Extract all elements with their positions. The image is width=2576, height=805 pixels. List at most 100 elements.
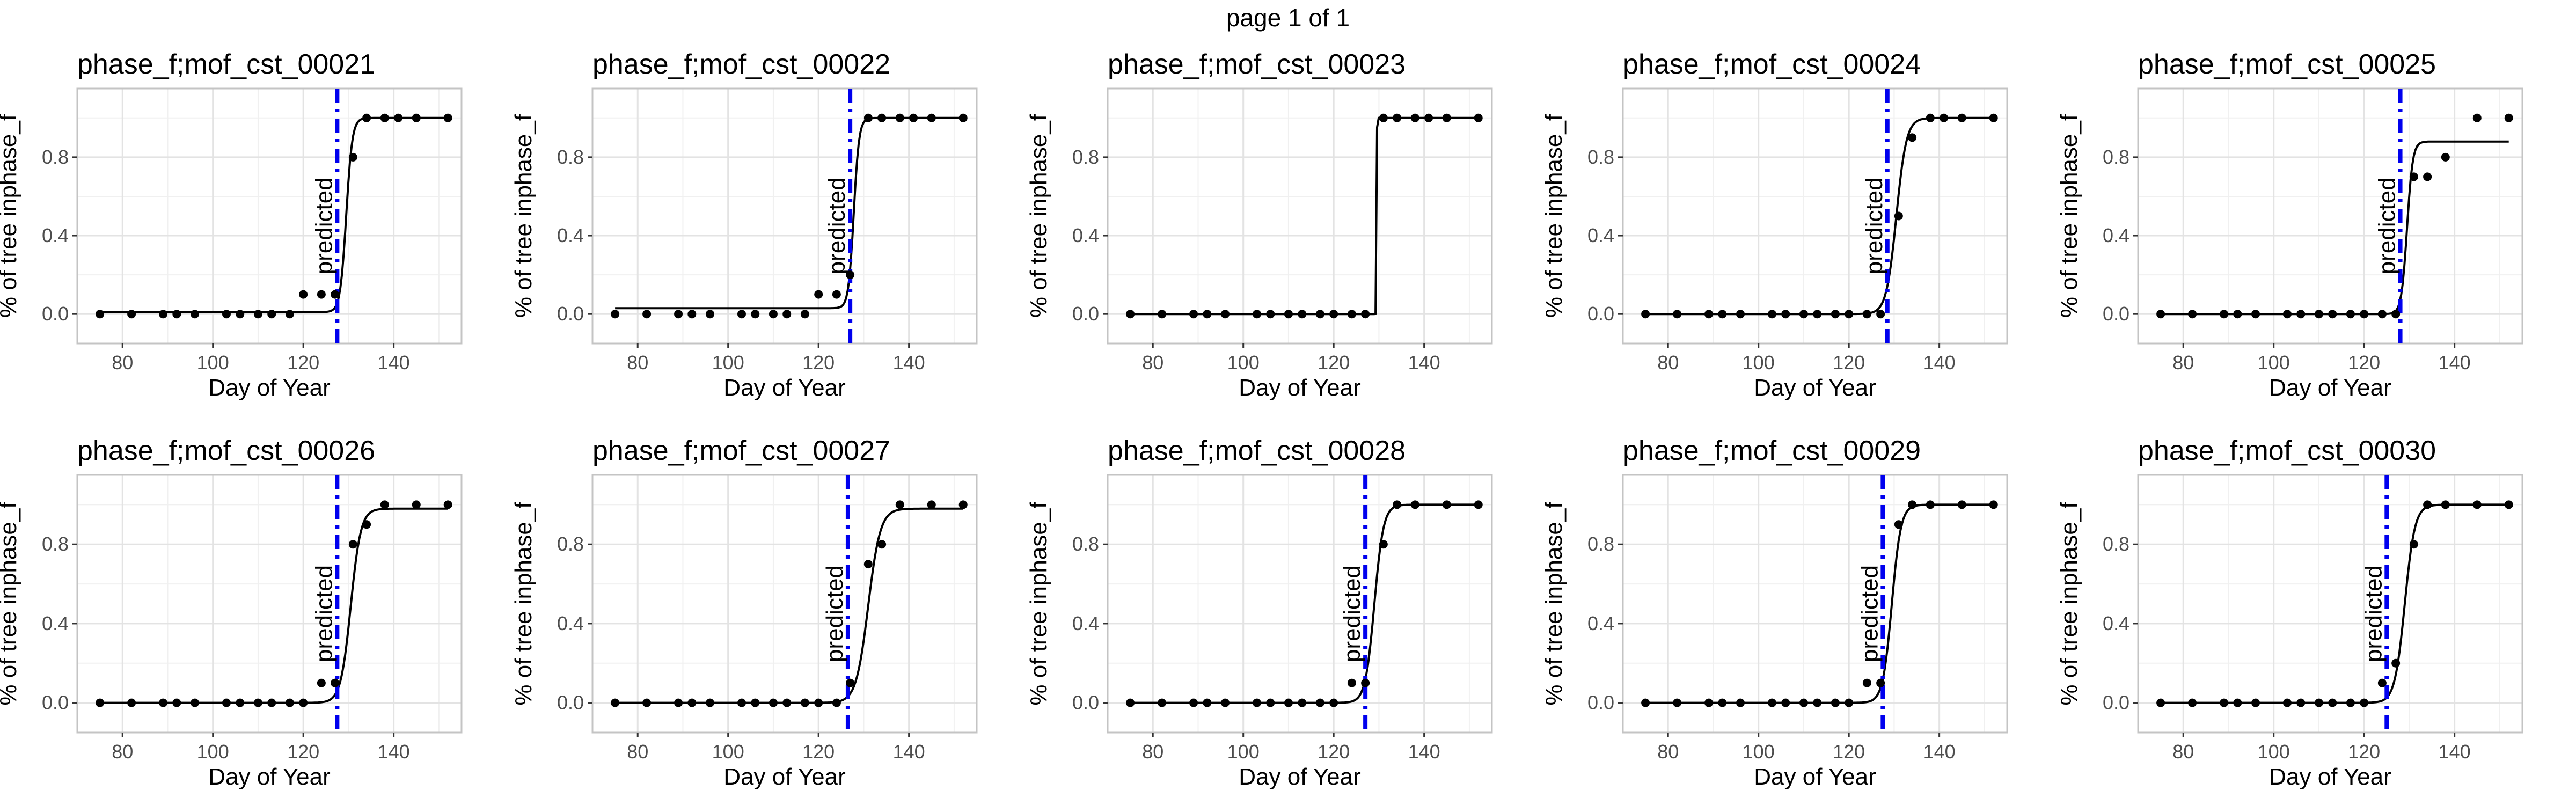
x-tick-label: 140 <box>1923 741 1956 763</box>
data-point <box>751 310 760 319</box>
data-point <box>2188 310 2197 319</box>
data-point <box>1347 678 1356 687</box>
y-tick-label: 0.8 <box>1587 533 1614 555</box>
data-point <box>1284 698 1293 707</box>
x-tick-label: 120 <box>802 352 835 374</box>
data-point <box>412 500 421 509</box>
data-point <box>1266 698 1275 707</box>
data-point <box>2391 310 2401 319</box>
data-point <box>1908 500 1917 509</box>
data-point <box>769 698 778 707</box>
fitted-curve <box>615 507 963 704</box>
data-point <box>1736 698 1745 707</box>
data-point <box>2251 698 2260 707</box>
predicted-label: predicted <box>1339 565 1365 662</box>
x-tick-label: 80 <box>2172 352 2194 374</box>
x-tick-label: 100 <box>1227 352 1260 374</box>
data-point <box>2423 172 2432 181</box>
x-tick-label: 120 <box>2348 352 2380 374</box>
chart-panel-8: 80 100 120 140 0.0 0.4 0.8 phase_f;mof_cst_0002… <box>1026 435 1493 790</box>
data-point <box>877 113 887 122</box>
data-point <box>2233 698 2242 707</box>
data-point <box>1845 698 1854 707</box>
data-point <box>1158 698 1167 707</box>
y-tick-label: 0.4 <box>557 612 584 634</box>
data-point <box>2409 172 2418 181</box>
chart-panel-10: 80 100 120 140 0.0 0.4 0.8 phase_f;mof_cst_0003… <box>2056 435 2523 790</box>
y-tick-label: 0.0 <box>2103 303 2129 325</box>
y-tick-label: 0.0 <box>2103 692 2129 714</box>
x-tick-label: 140 <box>1408 741 1440 763</box>
y-tick-label: 0.0 <box>1072 692 1099 714</box>
chart-panel-6: 80 100 120 140 0.0 0.4 0.8 phase_f;mof_cst_0002… <box>0 435 463 790</box>
data-point <box>2328 310 2337 319</box>
chart-title: phase_f;mof_cst_00027 <box>592 435 890 466</box>
data-point <box>1252 310 1261 319</box>
data-point <box>927 113 936 122</box>
data-point <box>317 290 326 299</box>
data-point <box>1252 698 1261 707</box>
data-point <box>1474 500 1483 509</box>
data-point <box>800 310 809 319</box>
data-point <box>1442 500 1451 509</box>
data-point <box>285 698 294 707</box>
x-tick-label: 140 <box>378 352 410 374</box>
x-axis-label: Day of Year <box>2269 764 2391 790</box>
data-point <box>687 310 697 319</box>
data-point <box>2377 678 2387 687</box>
data-point <box>737 698 746 707</box>
data-point <box>1126 698 1135 707</box>
data-point <box>1393 500 1402 509</box>
data-point <box>1361 678 1370 687</box>
chart-title: phase_f;mof_cst_00024 <box>1623 49 1921 80</box>
plot-border <box>2137 474 2523 734</box>
plot-border <box>1622 474 2008 734</box>
y-tick-label: 0.8 <box>42 533 69 555</box>
data-point <box>1284 310 1293 319</box>
data-point <box>706 698 715 707</box>
fitted-curve <box>615 116 963 310</box>
x-tick-label: 80 <box>1142 741 1163 763</box>
x-tick-label: 80 <box>112 352 133 374</box>
data-point <box>1736 310 1745 319</box>
data-point <box>846 270 855 280</box>
x-tick-label: 100 <box>712 741 744 763</box>
data-point <box>348 152 357 162</box>
y-tick-label: 0.4 <box>1587 612 1614 634</box>
data-point <box>2188 698 2197 707</box>
plot-border <box>76 474 463 734</box>
data-point <box>814 290 823 299</box>
data-point <box>1189 310 1198 319</box>
data-point <box>674 310 683 319</box>
data-point <box>687 698 697 707</box>
predicted-label: predicted <box>824 177 850 274</box>
x-axis-label: Day of Year <box>1754 375 1876 401</box>
data-point <box>782 310 792 319</box>
x-tick-label: 80 <box>627 741 648 763</box>
x-axis-label: Day of Year <box>208 375 331 401</box>
data-point <box>1361 310 1370 319</box>
y-tick-label: 0.4 <box>42 224 69 246</box>
data-point <box>2233 310 2242 319</box>
data-point <box>2156 310 2165 319</box>
data-point <box>285 310 294 319</box>
x-tick-label: 100 <box>2258 741 2290 763</box>
data-point <box>1347 310 1356 319</box>
data-point <box>2296 310 2306 319</box>
fitted-curve <box>2161 503 2509 704</box>
data-point <box>1298 698 1307 707</box>
data-point <box>380 113 389 122</box>
x-tick-label: 140 <box>1923 352 1956 374</box>
y-tick-label: 0.0 <box>1072 303 1099 325</box>
x-tick-label: 100 <box>2258 352 2290 374</box>
data-point <box>800 698 809 707</box>
data-point <box>1474 113 1483 122</box>
x-tick-label: 80 <box>627 352 648 374</box>
predicted-label: predicted <box>822 565 848 662</box>
data-point <box>1329 310 1338 319</box>
plot-border <box>1107 87 1493 345</box>
data-point <box>863 560 873 569</box>
data-point <box>267 698 276 707</box>
data-point <box>1126 310 1135 319</box>
